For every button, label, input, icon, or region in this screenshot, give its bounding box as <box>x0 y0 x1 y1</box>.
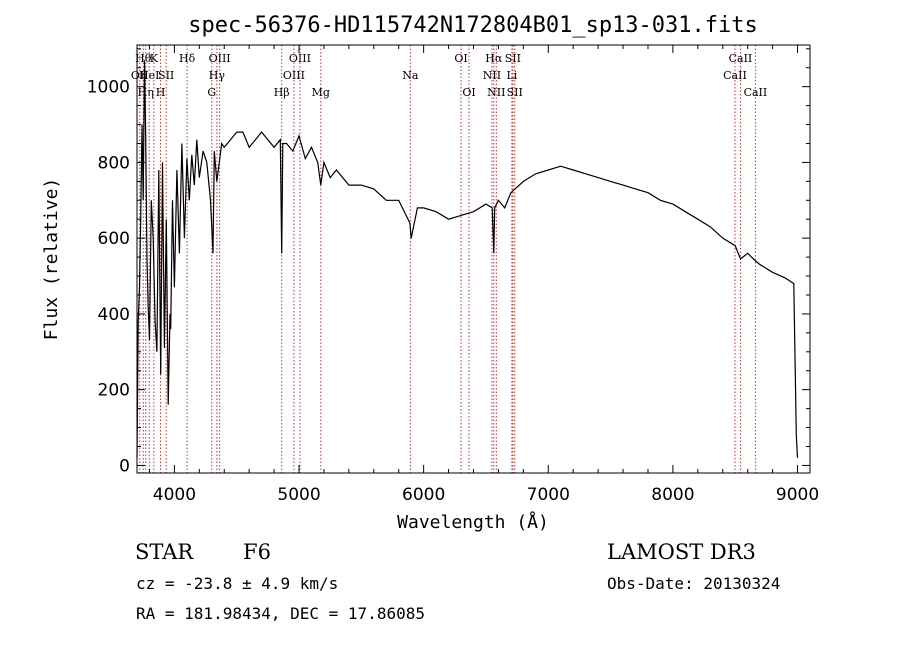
line-label: Hδ <box>179 52 196 65</box>
y-tick-label: 0 <box>119 456 130 476</box>
line-label: NII <box>487 86 505 99</box>
y-axis-ticks: 0 200 400 600 800 1000 <box>87 48 810 476</box>
line-label: OIII <box>283 69 305 82</box>
y-tick-label: 1000 <box>87 78 130 98</box>
x-axis-ticks: 4000 5000 6000 7000 8000 9000 <box>148 45 819 505</box>
line-label: G <box>207 86 216 99</box>
x-tick-label: 4000 <box>153 485 196 505</box>
spectrum-line <box>136 60 799 458</box>
line-label: NII <box>483 69 501 82</box>
line-label: K <box>150 52 159 65</box>
line-label: Hα <box>485 52 503 65</box>
line-label: OIII <box>209 52 231 65</box>
line-markers <box>139 45 756 473</box>
x-axis-label: Wavelength (Å) <box>397 511 549 533</box>
x-tick-label: 7000 <box>527 485 570 505</box>
object-class: STAR <box>135 540 194 564</box>
x-tick-label: 8000 <box>651 485 694 505</box>
line-label: Li <box>506 69 517 82</box>
line-label: HeI <box>139 69 159 82</box>
line-label: CaII <box>744 86 768 99</box>
y-tick-label: 600 <box>98 229 130 249</box>
line-label: Hγ <box>209 69 226 82</box>
chart-title: spec-56376-HD115742N172804B01_sp13-031.f… <box>188 13 758 38</box>
x-tick-label: 6000 <box>402 485 445 505</box>
redshift-velocity: cz = -23.8 ± 4.9 km/s <box>136 574 339 593</box>
survey-name: LAMOST DR3 <box>607 540 756 564</box>
line-label: Hθ <box>135 52 152 65</box>
line-label: Hη <box>138 86 154 99</box>
y-tick-label: 200 <box>98 381 130 401</box>
x-tick-label: 5000 <box>277 485 320 505</box>
line-label: Na <box>402 69 419 82</box>
line-label: OI <box>454 52 467 65</box>
line-label: CaII <box>729 52 753 65</box>
line-label: OI <box>462 86 475 99</box>
x-tick-label: 9000 <box>776 485 819 505</box>
line-label: Mg <box>312 86 330 99</box>
y-axis-label: Flux (relative) <box>41 178 62 341</box>
spectrum-chart: spec-56376-HD115742N172804B01_sp13-031.f… <box>41 13 819 533</box>
line-label: H <box>156 86 166 99</box>
object-subclass: F6 <box>243 540 271 564</box>
line-label: SII <box>505 52 521 65</box>
line-label: SII <box>158 69 174 82</box>
line-label: CaII <box>723 69 747 82</box>
line-label: Hβ <box>274 86 290 99</box>
line-label: OIII <box>289 52 311 65</box>
line-labels: OIIHθHηHeIKHSIIHδGHγOIIIHβOIIIOIIIMgNaOI… <box>131 52 767 99</box>
observation-date: Obs-Date: 20130324 <box>607 574 781 593</box>
coordinates: RA = 181.98434, DEC = 17.86085 <box>136 604 425 623</box>
plot-frame <box>136 44 811 474</box>
y-tick-label: 800 <box>98 153 130 173</box>
y-tick-label: 400 <box>98 305 130 325</box>
line-label: SII <box>507 86 523 99</box>
